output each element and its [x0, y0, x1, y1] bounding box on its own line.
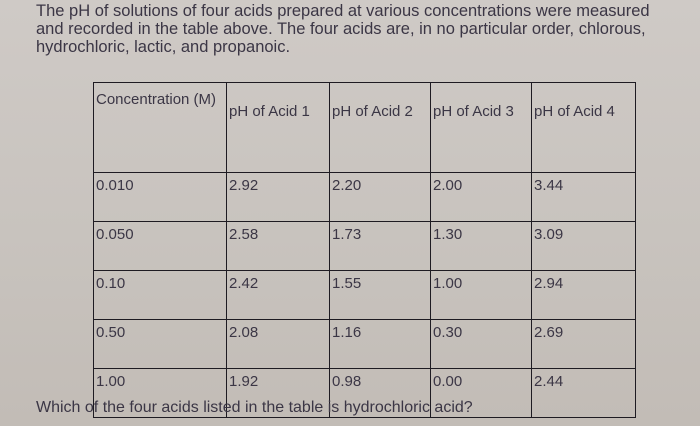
cell-concentration: 0.010 — [93, 172, 227, 222]
cell-acid-1: 2.58 — [226, 221, 330, 271]
table-row: 0.050 2.58 1.73 1.30 3.09 — [93, 221, 636, 271]
header-acid-1: pH of Acid 1 — [226, 82, 330, 173]
cell-acid-1: 1.92 — [226, 368, 330, 418]
intro-line: and recorded in the table above. The fou… — [36, 20, 646, 38]
intro-paragraph: The pH of solutions of four acids prepar… — [36, 2, 686, 56]
header-acid-2: pH of Acid 2 — [329, 82, 431, 173]
cell-acid-2: 1.73 — [329, 221, 431, 271]
table-row: 0.50 2.08 1.16 0.30 2.69 — [93, 319, 636, 369]
cell-acid-1: 2.42 — [226, 270, 330, 320]
cell-acid-1: 2.92 — [226, 172, 330, 222]
table-row: 1.00 1.92 0.98 0.00 2.44 — [93, 368, 636, 418]
cell-concentration: 0.10 — [93, 270, 227, 320]
intro-line: The pH of solutions of four acids prepar… — [36, 2, 650, 20]
cell-acid-3: 1.30 — [430, 221, 532, 271]
table-header-row: Concentration (M) pH of Acid 1 pH of Aci… — [93, 82, 636, 173]
header-acid-3: pH of Acid 3 — [430, 82, 532, 173]
intro-line: hydrochloric, lactic, and propanoic. — [36, 38, 291, 56]
cell-acid-4: 2.44 — [531, 368, 636, 418]
cell-acid-4: 2.94 — [531, 270, 636, 320]
question-text: Which of the four acids listed in the ta… — [36, 399, 473, 416]
table-row: 0.010 2.92 2.20 2.00 3.44 — [93, 172, 636, 222]
cell-acid-3: 0.00 — [430, 368, 532, 418]
cell-acid-2: 1.16 — [329, 319, 431, 369]
cell-concentration: 0.50 — [93, 319, 227, 369]
header-concentration: Concentration (M) — [93, 82, 227, 173]
ph-data-table: Concentration (M) pH of Acid 1 pH of Aci… — [93, 82, 636, 418]
cell-acid-1: 2.08 — [226, 319, 330, 369]
cell-acid-4: 3.44 — [531, 172, 636, 222]
table-row: 0.10 2.42 1.55 1.00 2.94 — [93, 270, 636, 320]
cell-acid-3: 2.00 — [430, 172, 532, 222]
header-acid-4: pH of Acid 4 — [531, 82, 636, 173]
cell-concentration: 1.00 — [93, 368, 227, 418]
cell-acid-4: 2.69 — [531, 319, 636, 369]
cell-concentration: 0.050 — [93, 221, 227, 271]
cell-acid-4: 3.09 — [531, 221, 636, 271]
cell-acid-3: 0.30 — [430, 319, 532, 369]
cell-acid-3: 1.00 — [430, 270, 532, 320]
cell-acid-2: 1.55 — [329, 270, 431, 320]
cell-acid-2: 2.20 — [329, 172, 431, 222]
